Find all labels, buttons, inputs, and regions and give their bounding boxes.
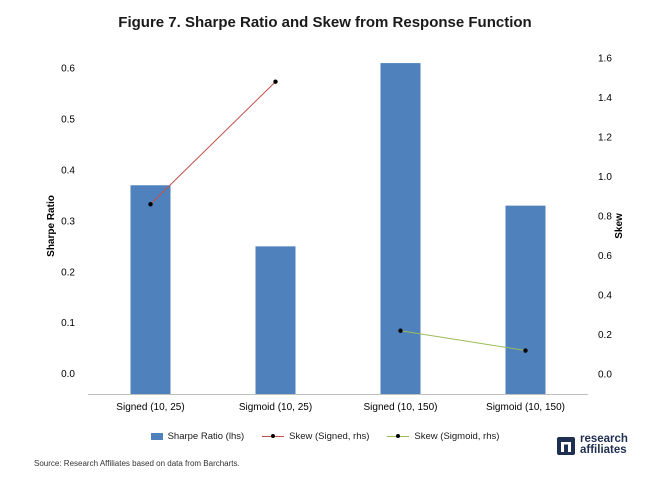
legend-label-skew-signed: Skew (Signed, rhs) xyxy=(289,430,370,442)
y-tick-label: 0.1 xyxy=(61,318,75,329)
y2-tick-label: 1.6 xyxy=(598,54,612,65)
y-tick-label: 0.2 xyxy=(61,267,75,278)
skew-signed-point xyxy=(273,79,278,84)
y-tick-label: 0.5 xyxy=(61,115,75,126)
legend-item-sharpe: Sharpe Ratio (lhs) xyxy=(150,430,245,442)
y-tick-label: 0.0 xyxy=(61,369,75,380)
x-tick-label: Sigmoid (10, 150) xyxy=(486,402,565,413)
y2-tick-label: 0.8 xyxy=(598,212,612,223)
sharpe-bar xyxy=(380,63,421,394)
legend-swatch-skew-sigmoid xyxy=(387,432,410,440)
chart-title: Figure 7. Sharpe Ratio and Skew from Res… xyxy=(118,14,532,31)
skew-sigmoid-line xyxy=(400,330,526,352)
logo-text: research affiliates xyxy=(580,433,628,456)
legend-swatch-sharpe xyxy=(150,432,163,440)
y-tick-label: 0.4 xyxy=(61,166,75,177)
logo-mark-icon xyxy=(557,437,575,455)
legend-swatch-skew-signed xyxy=(262,432,285,440)
y2-tick-label: 0.4 xyxy=(598,291,612,302)
skew-signed-point xyxy=(148,202,153,207)
logo-text-line1: research xyxy=(580,433,628,445)
x-tick-label: Sigmoid (10, 25) xyxy=(239,402,312,413)
x-tick-label: Signed (10, 150) xyxy=(364,402,438,413)
legend-label-skew-sigmoid: Skew (Sigmoid, rhs) xyxy=(414,430,500,442)
legend-label-sharpe: Sharpe Ratio (lhs) xyxy=(167,430,245,442)
sharpe-bar xyxy=(505,205,546,394)
sharpe-bar xyxy=(255,246,296,394)
logo-text-line2: affiliates xyxy=(580,444,627,456)
y-axis-label: Sharpe Ratio xyxy=(46,195,57,257)
y2-tick-label: 1.2 xyxy=(598,133,612,144)
chart-legend: Sharpe Ratio (lhs) Skew (Signed, rhs) Sk… xyxy=(0,428,650,444)
skew-sigmoid-point xyxy=(523,348,528,353)
y2-tick-label: 0.0 xyxy=(598,370,612,381)
y2-axis-label: Skew xyxy=(614,213,625,239)
research-affiliates-logo[interactable]: research affiliates xyxy=(556,433,628,456)
y-tick-label: 0.6 xyxy=(61,64,75,75)
sharpe-bar xyxy=(130,185,171,394)
y2-tick-label: 1.4 xyxy=(598,93,612,104)
source-note: Source: Research Affiliates based on dat… xyxy=(34,459,240,468)
legend-item-skew-sigmoid: Skew (Sigmoid, rhs) xyxy=(387,431,499,442)
legend-item-skew-signed: Skew (Signed, rhs) xyxy=(262,431,369,442)
y2-tick-label: 0.6 xyxy=(598,251,612,262)
x-tick-label: Signed (10, 25) xyxy=(116,402,184,413)
skew-signed-line xyxy=(150,81,276,205)
skew-sigmoid-point xyxy=(398,328,403,333)
y-tick-label: 0.3 xyxy=(61,216,75,227)
y2-tick-label: 0.2 xyxy=(598,330,612,341)
y2-tick-label: 1.0 xyxy=(598,172,612,183)
